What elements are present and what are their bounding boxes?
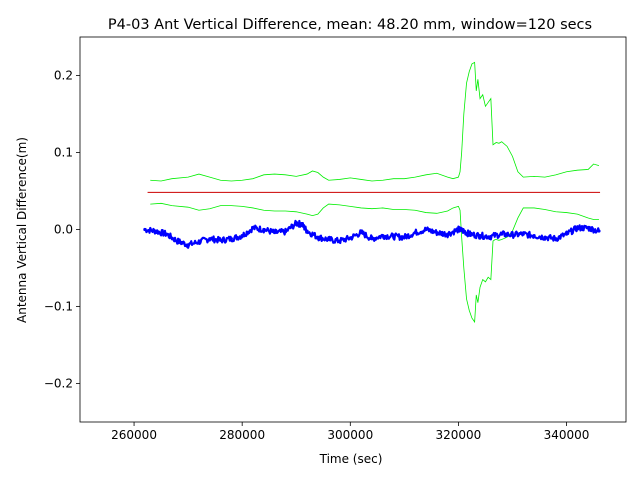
y-tick-label: −0.2 [44, 377, 73, 391]
data-series-line [144, 219, 601, 249]
data-point [348, 236, 352, 240]
data-point [197, 240, 201, 244]
data-point [251, 226, 255, 230]
data-point [402, 235, 406, 239]
data-point [521, 232, 525, 236]
x-axis-ticks: 260000 280000 300000 320000 340000 [111, 422, 589, 442]
data-point [446, 232, 450, 236]
data-point [424, 227, 428, 232]
data-point [294, 221, 298, 225]
upper-band-line [150, 61, 600, 182]
y-axis-label: Antenna Vertical Difference(m) [15, 137, 29, 323]
data-point [305, 229, 309, 233]
x-tick-label: 280000 [219, 428, 265, 442]
data-point [554, 237, 558, 241]
data-point [575, 226, 579, 230]
x-tick-label: 320000 [436, 428, 482, 442]
data-point [532, 234, 536, 238]
data-point [500, 232, 504, 236]
data-point [218, 238, 223, 242]
data-point [586, 226, 590, 230]
data-point [381, 234, 385, 238]
y-tick-label: 0.1 [54, 146, 73, 160]
x-tick-label: 300000 [327, 428, 373, 442]
data-point [359, 230, 363, 235]
data-point [273, 230, 277, 235]
data-point [543, 235, 547, 239]
data-point [510, 233, 515, 237]
data-point [462, 229, 466, 233]
data-point [240, 234, 244, 238]
data-point [300, 222, 304, 226]
data-point [208, 237, 212, 241]
x-tick-label: 340000 [544, 428, 590, 442]
data-point [327, 237, 331, 242]
data-point [370, 237, 374, 241]
data-point [489, 234, 493, 239]
y-axis-ticks: −0.2 −0.1 0.0 0.1 0.2 [44, 69, 80, 391]
data-point [229, 237, 233, 241]
x-tick-label: 260000 [111, 428, 157, 442]
data-point [597, 229, 601, 233]
data-point [283, 230, 288, 234]
data-point [564, 232, 569, 236]
y-tick-label: −0.1 [44, 300, 73, 314]
data-point [413, 230, 417, 235]
data-point [478, 234, 482, 238]
data-point [175, 239, 179, 243]
data-point [154, 229, 158, 233]
data-point [186, 243, 190, 247]
x-axis-label: Time (sec) [319, 452, 383, 466]
data-point [316, 235, 320, 239]
y-tick-label: 0.0 [54, 223, 73, 237]
data-point [391, 234, 396, 239]
data-point [143, 227, 147, 232]
data-point [456, 227, 461, 232]
data-point [435, 230, 439, 235]
chart-title: P4-03 Ant Vertical Difference, mean: 48.… [108, 17, 592, 33]
y-tick-label: 0.2 [54, 69, 73, 83]
data-point [262, 227, 266, 232]
data-point [337, 239, 342, 243]
data-point [467, 232, 471, 236]
data-point [164, 232, 169, 236]
plot-area [143, 61, 601, 324]
